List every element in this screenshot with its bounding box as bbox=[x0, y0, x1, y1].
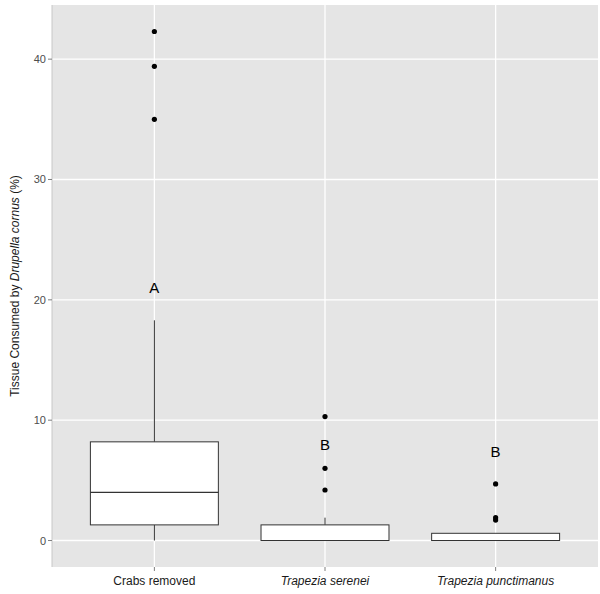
whisker-upper bbox=[154, 320, 155, 442]
outlier bbox=[493, 515, 498, 520]
median bbox=[90, 492, 218, 493]
grid-line-x bbox=[324, 5, 325, 567]
median bbox=[261, 540, 389, 541]
annotation: B bbox=[320, 436, 330, 453]
outlier bbox=[152, 29, 157, 34]
annotation: B bbox=[491, 443, 501, 460]
outlier bbox=[322, 414, 327, 419]
y-axis-label: Tissue Consumed by Drupella cornus (%) bbox=[8, 175, 22, 397]
chart: 0 10 20 30 40 Crabs removed Trapezia serenei Tr… bbox=[0, 0, 600, 594]
tick-label: 10 bbox=[34, 414, 46, 426]
outlier bbox=[493, 481, 498, 486]
tick bbox=[48, 420, 52, 421]
outlier bbox=[152, 117, 157, 122]
whisker-lower bbox=[154, 525, 155, 541]
tick-label: 20 bbox=[34, 294, 46, 306]
category-label: Crabs removed bbox=[113, 574, 195, 588]
tick-label: 40 bbox=[34, 53, 46, 65]
tick bbox=[48, 179, 52, 180]
tick-label: 0 bbox=[40, 535, 46, 547]
plot-panel bbox=[52, 5, 598, 567]
data-group bbox=[90, 29, 559, 541]
median bbox=[432, 540, 560, 541]
box bbox=[90, 442, 218, 525]
tick-x bbox=[495, 567, 496, 571]
category-label: Trapezia punctimanus bbox=[437, 574, 554, 588]
category-label: Trapezia serenei bbox=[281, 574, 370, 588]
tick-x bbox=[154, 567, 155, 571]
outlier bbox=[322, 466, 327, 471]
tick bbox=[48, 59, 52, 60]
box bbox=[432, 533, 560, 540]
outlier bbox=[322, 487, 327, 492]
axis-line bbox=[52, 5, 53, 567]
box bbox=[261, 525, 389, 541]
annotation: A bbox=[149, 279, 159, 296]
grid-line bbox=[52, 540, 598, 541]
tick bbox=[48, 540, 52, 541]
tick-x bbox=[325, 567, 326, 571]
outlier bbox=[152, 64, 157, 69]
whisker-upper bbox=[325, 518, 326, 525]
tick bbox=[48, 299, 52, 300]
tick-label: 30 bbox=[34, 173, 46, 185]
